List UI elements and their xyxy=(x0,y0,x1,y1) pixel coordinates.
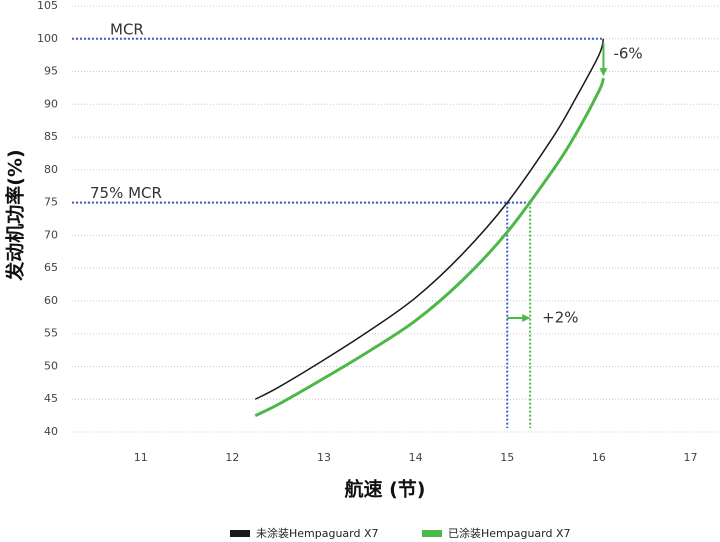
y-tick-label: 70 xyxy=(44,228,58,241)
y-tick-label: 80 xyxy=(44,163,58,176)
y-tick-label: 40 xyxy=(44,425,58,438)
annotation: -6% xyxy=(613,45,642,63)
legend-label: 已涂装Hempaguard X7 xyxy=(448,526,571,540)
legend-label: 未涂装Hempaguard X7 xyxy=(256,526,379,540)
x-tick-label: 12 xyxy=(225,451,239,464)
y-tick-label: 90 xyxy=(44,97,58,110)
x-tick-label: 11 xyxy=(134,451,148,464)
x-tick-label: 15 xyxy=(500,451,514,464)
x-tick-label: 17 xyxy=(684,451,698,464)
y-tick-label: 95 xyxy=(44,65,58,78)
y-tick-label: 65 xyxy=(44,261,58,274)
y-tick-label: 60 xyxy=(44,294,58,307)
series-line xyxy=(254,77,605,417)
y-tick-label: 100 xyxy=(37,32,58,45)
y-tick-label: 75 xyxy=(44,196,58,209)
y-tick-label: 50 xyxy=(44,359,58,372)
y-tick-label: 85 xyxy=(44,130,58,143)
series-line xyxy=(254,38,605,400)
y-axis-title: 发动机功率(%) xyxy=(4,149,27,281)
y-tick-label: 45 xyxy=(44,392,58,405)
x-axis-title: 航速 (节) xyxy=(345,478,426,501)
x-tick-label: 14 xyxy=(409,451,423,464)
legend-swatch xyxy=(230,530,250,537)
legend-swatch xyxy=(422,530,442,537)
y-tick-label: 105 xyxy=(37,0,58,12)
annotation: +2% xyxy=(542,309,578,327)
x-tick-label: 16 xyxy=(592,451,606,464)
x-tick-label: 13 xyxy=(317,451,331,464)
reference-label: 75% MCR xyxy=(90,184,162,202)
y-tick-label: 55 xyxy=(44,327,58,340)
reference-label: MCR xyxy=(110,20,144,38)
